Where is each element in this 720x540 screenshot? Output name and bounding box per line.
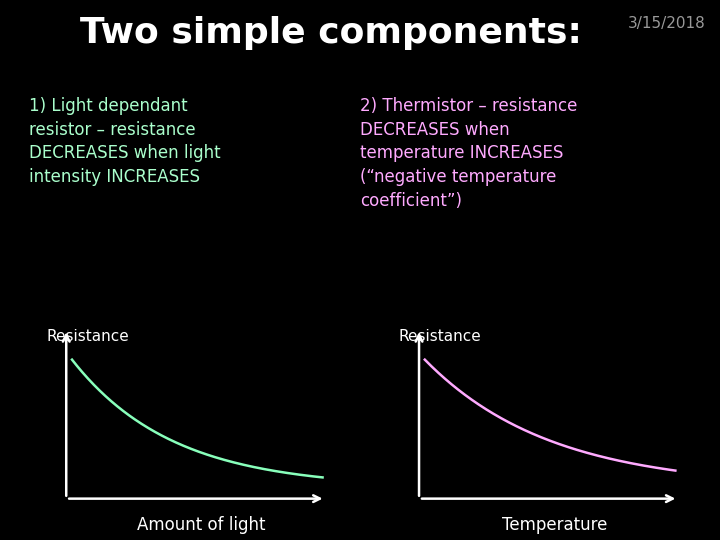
- Text: 2) Thermistor – resistance
DECREASES when
temperature INCREASES
(“negative tempe: 2) Thermistor – resistance DECREASES whe…: [360, 97, 577, 210]
- Text: Temperature: Temperature: [502, 516, 607, 535]
- Text: Amount of light: Amount of light: [138, 516, 266, 535]
- Text: Two simple components:: Two simple components:: [80, 16, 582, 50]
- Text: 3/15/2018: 3/15/2018: [628, 16, 706, 31]
- Text: 1) Light dependant
resistor – resistance
DECREASES when light
intensity INCREASE: 1) Light dependant resistor – resistance…: [29, 97, 220, 186]
- Text: Resistance: Resistance: [46, 329, 129, 345]
- Text: Resistance: Resistance: [399, 329, 482, 345]
